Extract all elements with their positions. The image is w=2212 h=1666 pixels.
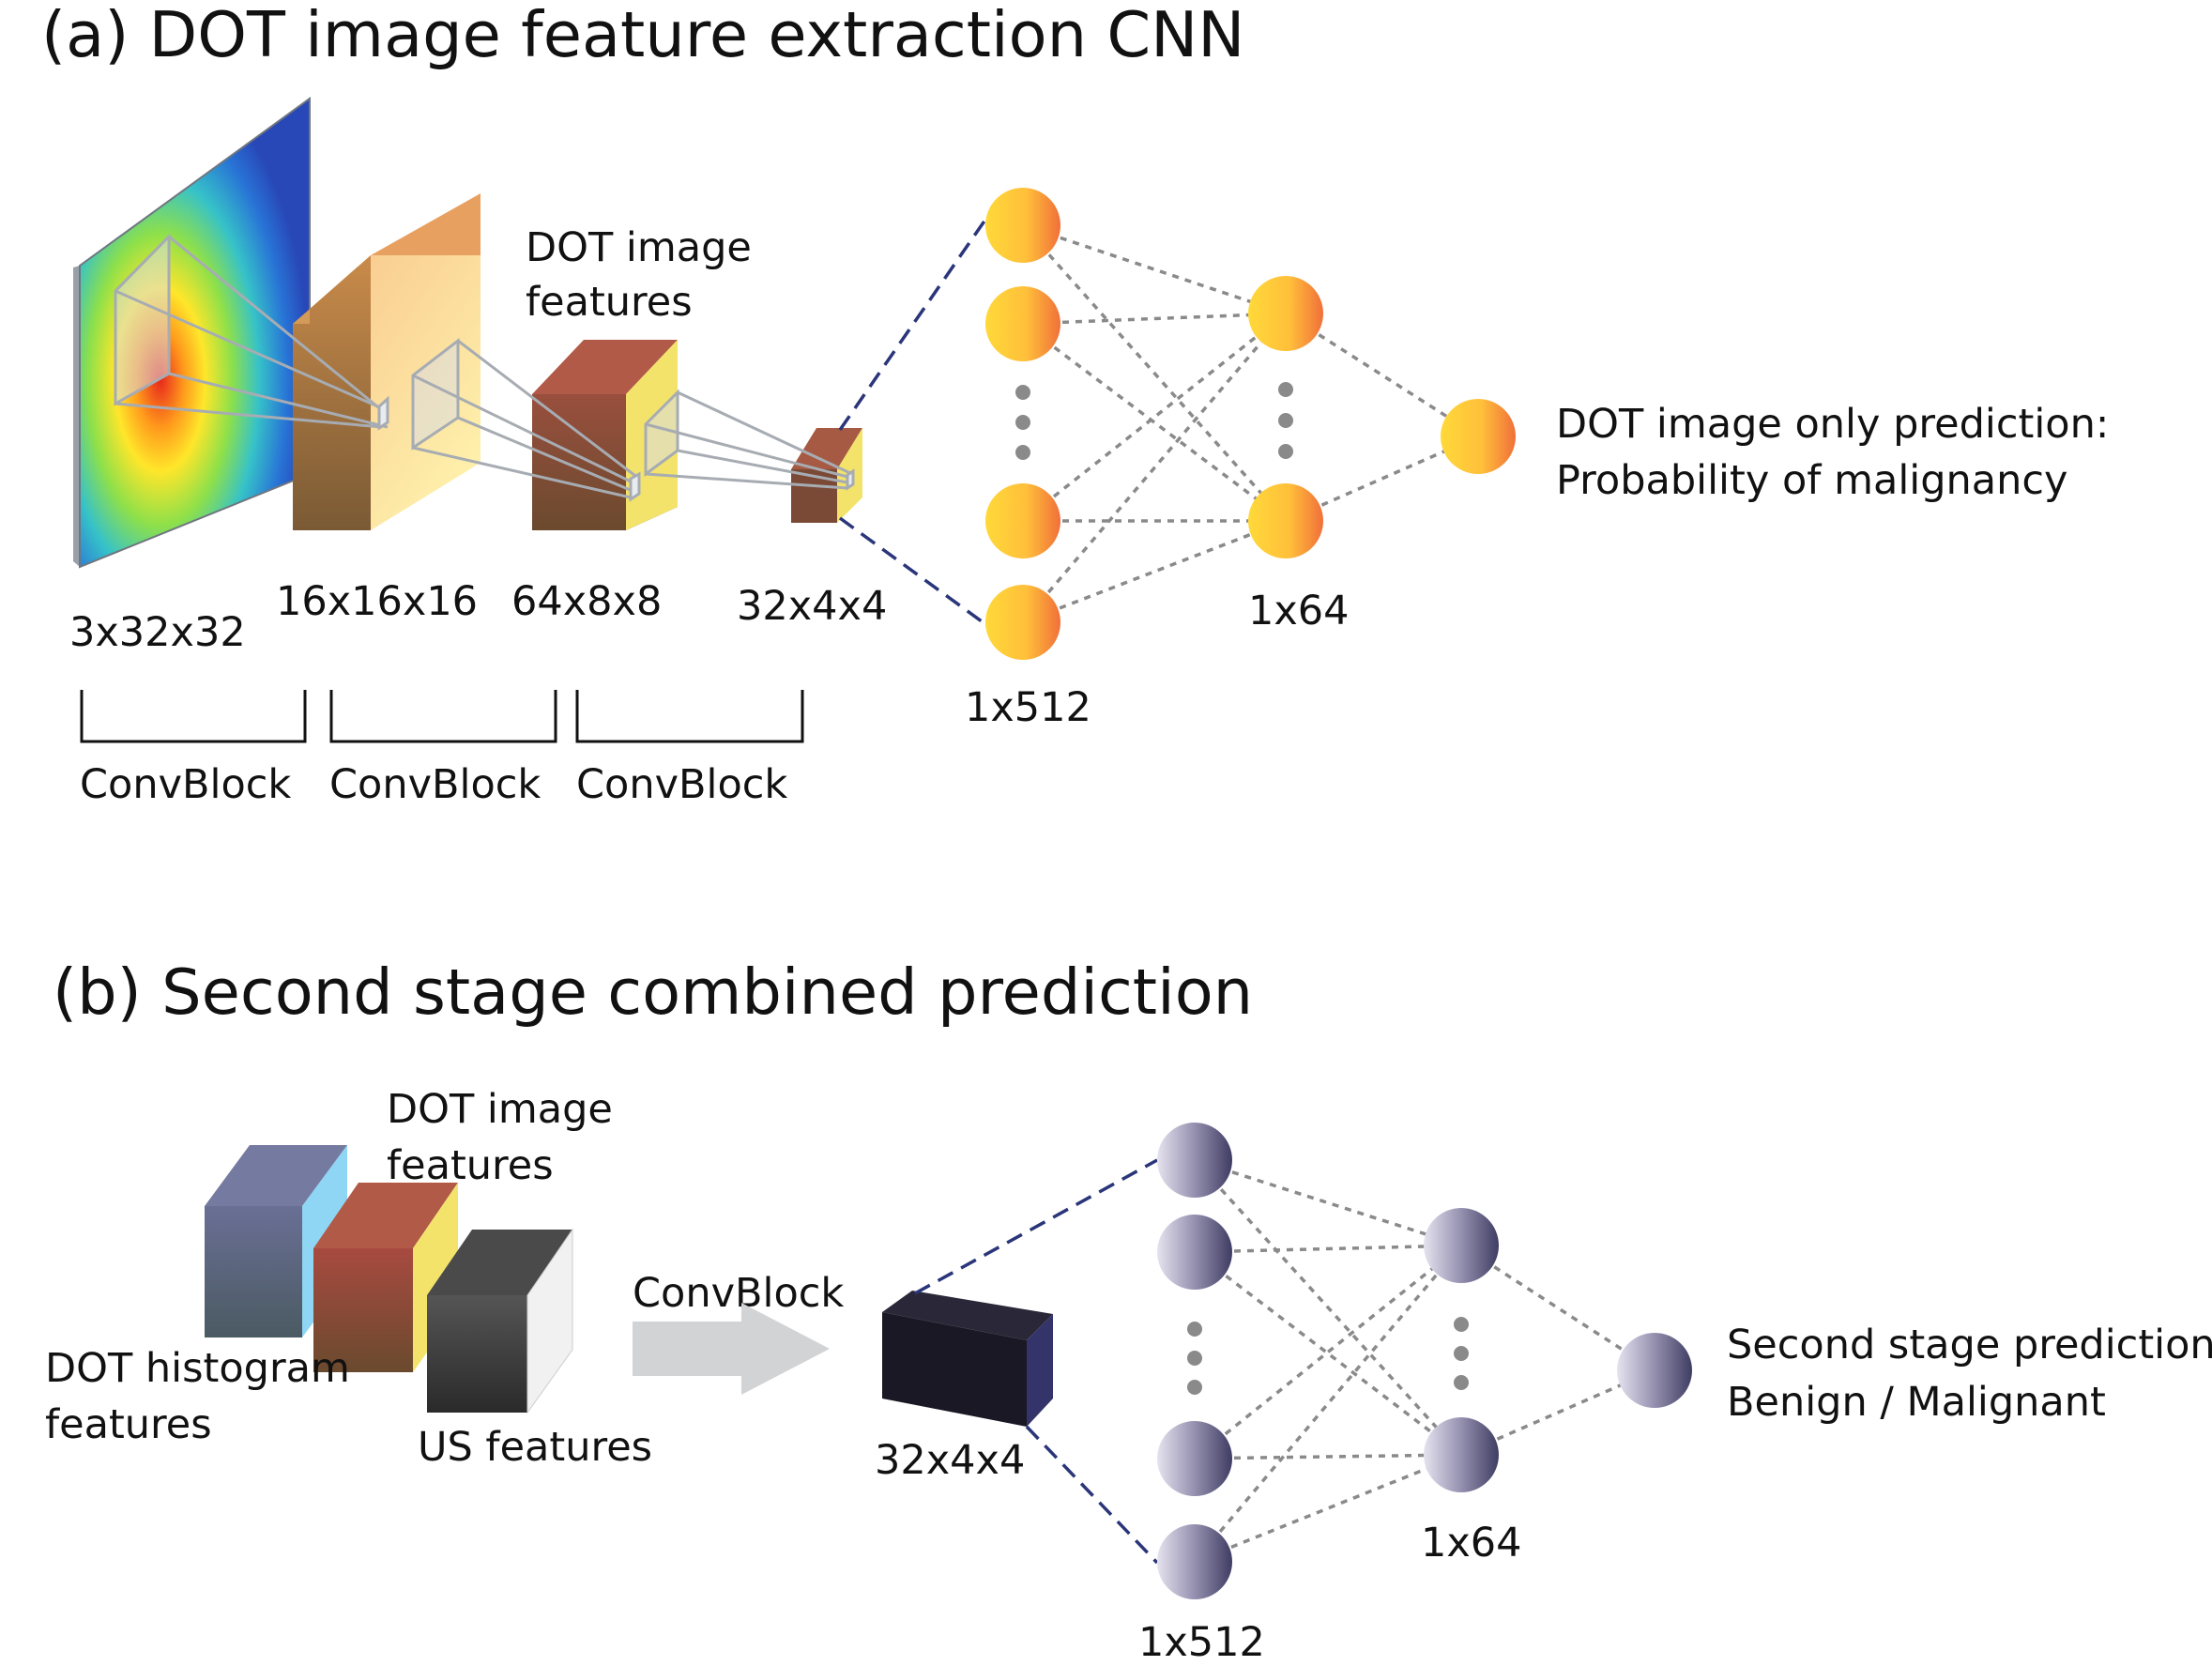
histogram-features-label-line1: DOT histogram bbox=[45, 1345, 350, 1392]
ellipsis-dot bbox=[1015, 385, 1030, 400]
dot-image-features-label-line2: features bbox=[526, 279, 693, 326]
output-label-b-line1: Second stage prediction: bbox=[1727, 1322, 2212, 1368]
connections-b bbox=[1193, 1158, 1655, 1564]
layer-label-1x512-a: 1x512 bbox=[965, 684, 1091, 731]
dot-image-features-cube bbox=[313, 1183, 458, 1372]
output-node-b bbox=[1617, 1333, 1692, 1408]
receptive-field-lines bbox=[114, 233, 855, 502]
ellipsis-dot bbox=[1015, 445, 1030, 460]
input-image bbox=[73, 97, 311, 569]
node bbox=[1424, 1417, 1499, 1492]
panel-b-title: (b) Second stage combined prediction bbox=[53, 955, 1253, 1029]
ellipsis-dot bbox=[1187, 1322, 1202, 1337]
convblock-arrow-label: ConvBlock bbox=[633, 1270, 844, 1317]
flatten-lines-b bbox=[914, 1158, 1159, 1565]
layer-label-1x64-a: 1x64 bbox=[1248, 588, 1350, 634]
output-label-b-line2: Benign / Malignant bbox=[1727, 1379, 2106, 1426]
ellipsis-dot bbox=[1187, 1351, 1202, 1366]
layer-label-1x64-b: 1x64 bbox=[1421, 1520, 1522, 1567]
node bbox=[1157, 1524, 1232, 1599]
dim-label-3x32x32: 3x32x32 bbox=[69, 609, 246, 656]
node bbox=[985, 585, 1060, 660]
layer-1x64-a bbox=[1248, 276, 1323, 558]
node bbox=[1157, 1215, 1232, 1290]
feature-map-16x16x16 bbox=[293, 193, 481, 530]
convblock-arrow bbox=[633, 1303, 830, 1395]
node bbox=[985, 483, 1060, 558]
layer-1x512-b bbox=[1157, 1123, 1232, 1599]
dim-label-64x8x8: 64x8x8 bbox=[511, 578, 662, 625]
us-features-label: US features bbox=[418, 1424, 652, 1471]
output-label-a-line1: DOT image only prediction: bbox=[1556, 401, 2109, 448]
ellipsis-dot bbox=[1454, 1346, 1469, 1361]
convblock-brackets bbox=[80, 690, 804, 743]
us-features-cube bbox=[427, 1228, 573, 1414]
node bbox=[1248, 276, 1323, 351]
histogram-features-label-line2: features bbox=[45, 1401, 212, 1448]
dim-label-16x16x16: 16x16x16 bbox=[276, 578, 478, 625]
panel-a-title: (a) DOT image feature extraction CNN bbox=[41, 0, 1244, 71]
convblock-label-2: ConvBlock bbox=[329, 761, 541, 808]
ellipsis-dot bbox=[1454, 1317, 1469, 1332]
convblock-label-3: ConvBlock bbox=[576, 761, 787, 808]
ellipsis-dot bbox=[1015, 415, 1030, 430]
ellipsis-dot bbox=[1454, 1375, 1469, 1390]
dot-image-features-b-line1: DOT image bbox=[387, 1086, 613, 1133]
layer-1x512-a bbox=[985, 188, 1060, 660]
output-label-a-line2: Probability of malignancy bbox=[1556, 457, 2067, 504]
connections-a bbox=[1021, 223, 1479, 624]
output-node-a bbox=[1441, 399, 1516, 474]
node bbox=[985, 286, 1060, 361]
ellipsis-dot bbox=[1278, 382, 1293, 397]
node bbox=[1248, 483, 1323, 558]
dot-image-features-label-line1: DOT image bbox=[526, 224, 752, 271]
node bbox=[1157, 1421, 1232, 1496]
ellipsis-dot bbox=[1278, 444, 1293, 459]
layer-label-1x512-b: 1x512 bbox=[1138, 1619, 1265, 1666]
flattened-block-32x4x4 bbox=[882, 1291, 1053, 1427]
flatten-lines-a bbox=[838, 219, 987, 626]
node bbox=[1157, 1123, 1232, 1198]
dim-label-32x4x4: 32x4x4 bbox=[737, 583, 887, 630]
dot-image-features-b-line2: features bbox=[387, 1142, 554, 1189]
node bbox=[985, 188, 1060, 263]
convblock-label-1: ConvBlock bbox=[80, 761, 291, 808]
block-label-32x4x4: 32x4x4 bbox=[875, 1437, 1025, 1484]
node bbox=[1424, 1208, 1499, 1283]
ellipsis-dot bbox=[1187, 1380, 1202, 1395]
ellipsis-dot bbox=[1278, 413, 1293, 428]
layer-1x64-b bbox=[1424, 1208, 1499, 1492]
